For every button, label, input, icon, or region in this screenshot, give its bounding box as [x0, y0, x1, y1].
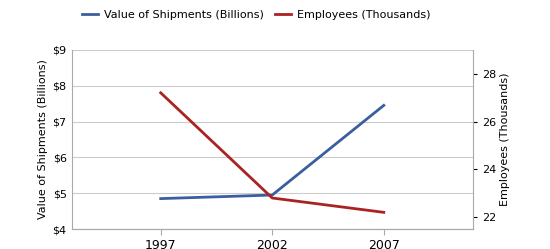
Y-axis label: Value of Shipments (Billions): Value of Shipments (Billions): [39, 60, 48, 219]
Y-axis label: Employees (Thousands): Employees (Thousands): [500, 73, 510, 206]
Legend: Value of Shipments (Billions), Employees (Thousands): Value of Shipments (Billions), Employees…: [77, 5, 435, 24]
